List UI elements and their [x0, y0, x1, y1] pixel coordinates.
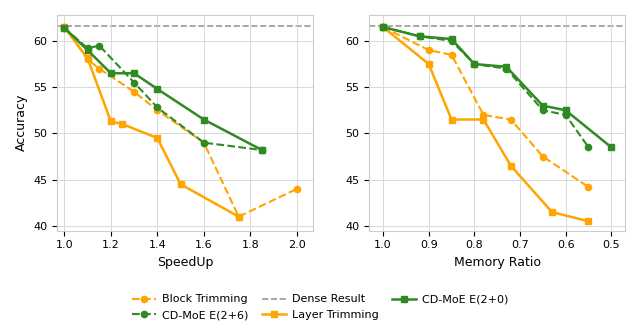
X-axis label: SpeedUp: SpeedUp	[157, 256, 213, 269]
Legend: Block Trimming, CD-MoE E(2+6), Dense Result, Layer Trimming, CD-MoE E(2+0): Block Trimming, CD-MoE E(2+6), Dense Res…	[127, 290, 513, 324]
Y-axis label: Accuracy: Accuracy	[15, 94, 28, 151]
X-axis label: Memory Ratio: Memory Ratio	[454, 256, 541, 269]
